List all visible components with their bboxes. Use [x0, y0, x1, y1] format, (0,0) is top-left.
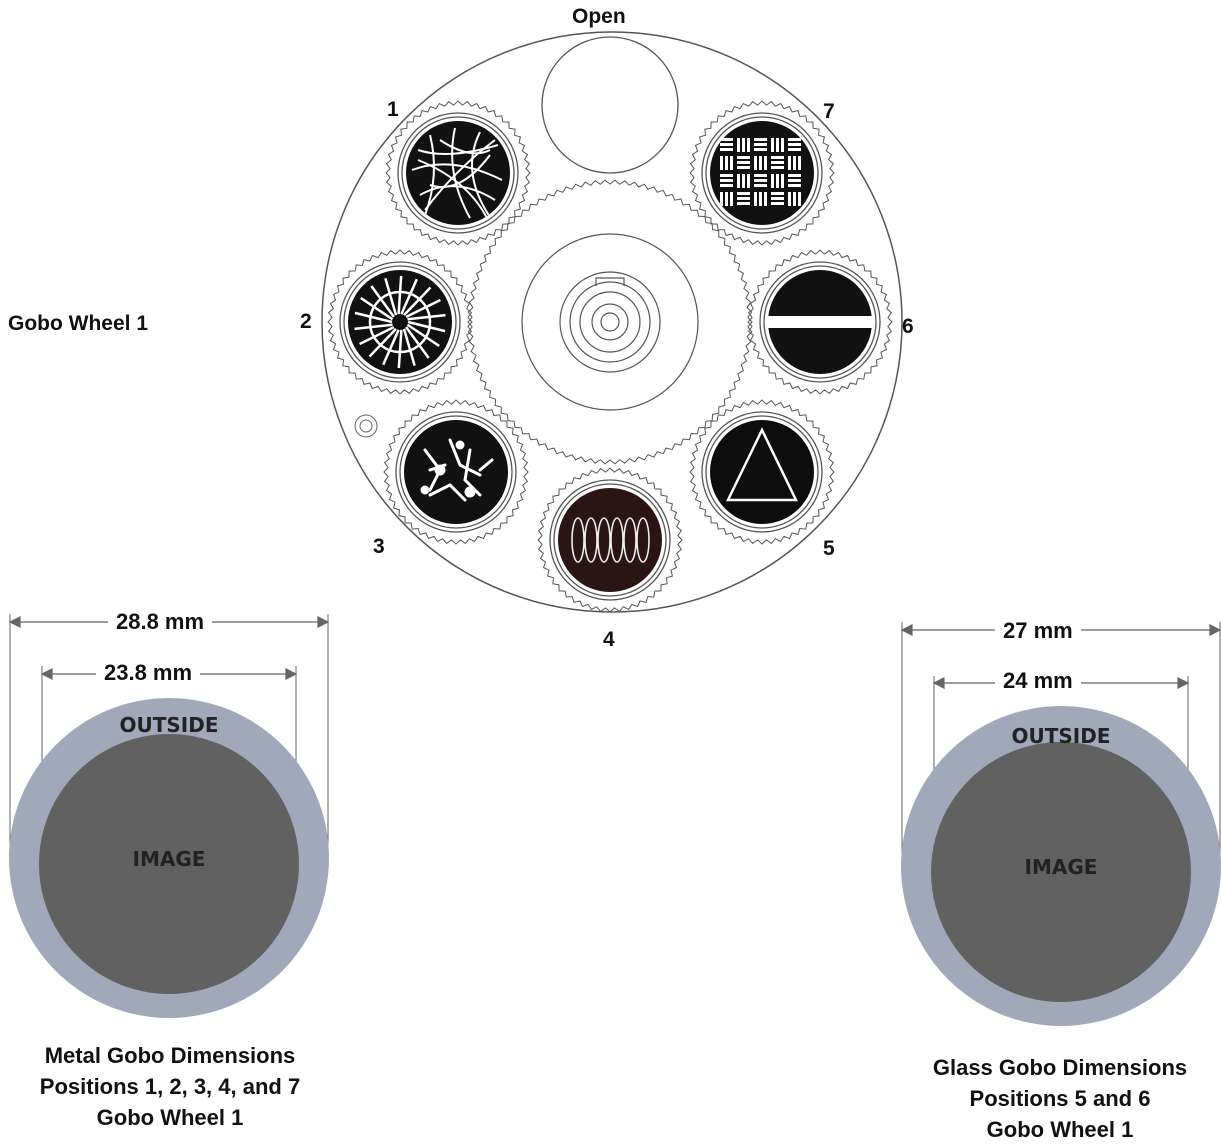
gobo-3-image	[404, 420, 508, 524]
gear-ring	[327, 249, 473, 395]
glass-outside-label: OUTSIDE	[1012, 724, 1111, 748]
metal-outer-dim: 28.8 mm	[108, 609, 213, 635]
glass-caption-line-1: Glass Gobo Dimensions	[932, 1055, 1188, 1080]
gear-ring	[747, 249, 893, 395]
gobo-wheel-title: Gobo Wheel 1	[8, 312, 149, 335]
gobo-7-image	[710, 121, 814, 225]
metal-inner-dim: 23.8 mm	[96, 660, 201, 686]
metal-caption: Metal Gobo Dimensions Positions 1, 2, 3,…	[0, 1040, 340, 1133]
glass-caption: Glass Gobo Dimensions Positions 5 and 6 …	[890, 1052, 1222, 1145]
metal-outside-label: OUTSIDE	[120, 713, 219, 737]
metal-caption-line-2: Positions 1, 2, 3, 4, and 7	[39, 1074, 301, 1099]
glass-caption-line-3: Gobo Wheel 1	[986, 1117, 1134, 1142]
gobo-5-image	[710, 420, 814, 524]
gear-ring	[689, 399, 835, 545]
glass-outer-dim: 27 mm	[995, 618, 1081, 644]
gear-ring	[467, 179, 753, 465]
glass-caption-line-2: Positions 5 and 6	[969, 1086, 1151, 1111]
open-position-label: Open	[572, 5, 626, 28]
glass-image-area	[931, 742, 1191, 1002]
gear-ring	[383, 399, 529, 545]
metal-caption-line-3: Gobo Wheel 1	[96, 1105, 244, 1130]
metal-caption-line-1: Metal Gobo Dimensions	[44, 1043, 296, 1068]
gear-ring	[385, 100, 531, 246]
metal-image-label: IMAGE	[133, 847, 206, 871]
position-label-2: 2	[300, 310, 312, 333]
gobo-1-image	[406, 121, 510, 225]
gobo-4-image	[558, 488, 662, 592]
glass-gobo-diagram: OUTSIDE IMAGE	[900, 622, 1222, 1026]
position-label-7: 7	[823, 100, 835, 123]
position-label-1: 1	[387, 98, 399, 121]
wheel-gears	[327, 100, 893, 613]
open-position-aperture	[541, 36, 679, 174]
gear-ring	[537, 467, 683, 613]
gobo-2-image	[348, 270, 452, 374]
gear-ring	[689, 100, 835, 246]
position-label-5: 5	[823, 537, 835, 560]
position-label-3: 3	[373, 535, 385, 558]
glass-image-label: IMAGE	[1025, 855, 1098, 879]
gobo-6-image	[768, 270, 872, 374]
gobo-wheel-diagram	[321, 31, 903, 613]
position-label-4: 4	[603, 628, 615, 651]
position-label-6: 6	[902, 315, 914, 338]
metal-gobo-diagram: OUTSIDE IMAGE	[8, 614, 330, 1018]
metal-image-area	[39, 734, 299, 994]
glass-inner-dim: 24 mm	[995, 668, 1081, 694]
wheel-hub	[521, 233, 699, 411]
wheel-screw	[354, 414, 378, 438]
